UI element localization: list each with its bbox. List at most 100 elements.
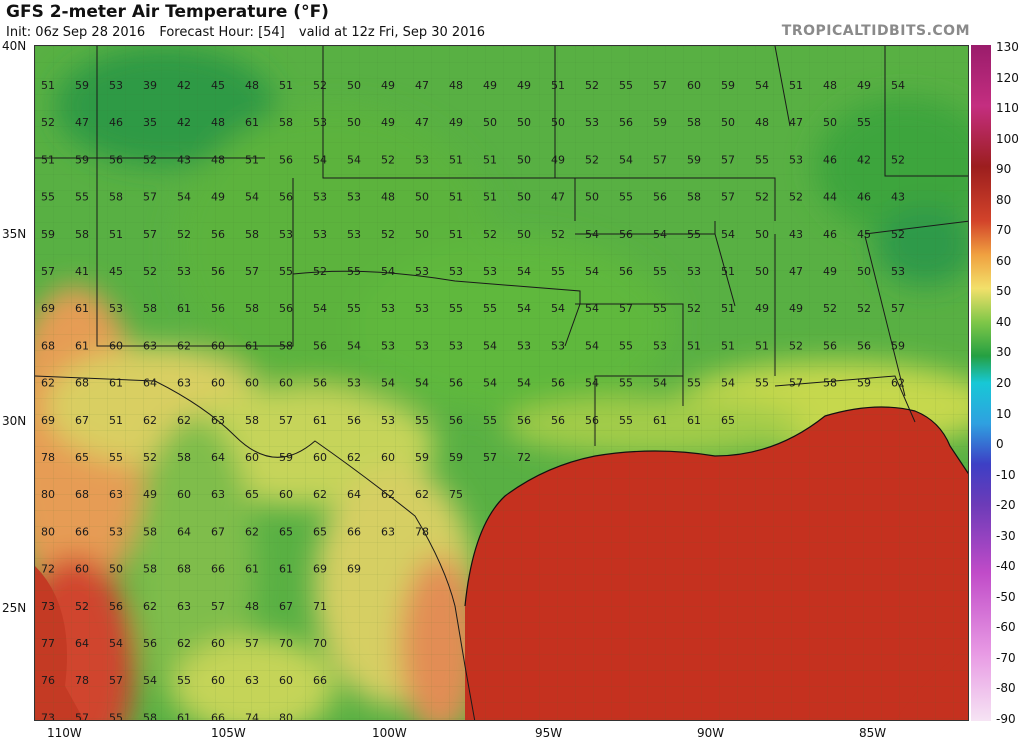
- station-value: 51: [245, 153, 259, 166]
- station-value: 59: [721, 79, 735, 92]
- station-value: 56: [449, 414, 463, 427]
- station-value: 61: [177, 302, 191, 315]
- station-value: 42: [857, 153, 871, 166]
- station-value: 56: [211, 302, 225, 315]
- station-value: 52: [41, 116, 55, 129]
- station-value: 49: [857, 79, 871, 92]
- station-value: 53: [415, 265, 429, 278]
- station-value: 57: [143, 191, 157, 204]
- station-value: 66: [347, 525, 361, 538]
- station-value: 57: [41, 265, 55, 278]
- station-value: 51: [109, 228, 123, 241]
- station-value: 52: [143, 451, 157, 464]
- station-value: 53: [449, 339, 463, 352]
- station-values: 51 59 53 39 42 45 48 51 52 50 49 47 48 49 49 51 52 55 57 60…: [41, 79, 905, 721]
- station-value: 54: [177, 191, 191, 204]
- station-value: 52: [857, 302, 871, 315]
- station-value: 57: [653, 79, 667, 92]
- station-value: 67: [279, 600, 293, 613]
- station-value: 58: [75, 228, 89, 241]
- colorbar-label: -50: [996, 589, 1016, 604]
- station-value: 57: [653, 153, 667, 166]
- station-value: 58: [245, 414, 259, 427]
- station-value: 62: [177, 339, 191, 352]
- station-value: 58: [245, 228, 259, 241]
- station-value: 55: [109, 711, 123, 721]
- station-value: 45: [857, 228, 871, 241]
- station-value: 56: [653, 191, 667, 204]
- station-value: 58: [143, 525, 157, 538]
- station-value: 49: [143, 488, 157, 501]
- station-value: 57: [245, 265, 259, 278]
- station-value: 52: [551, 228, 565, 241]
- station-value: 42: [177, 116, 191, 129]
- station-value: 56: [279, 153, 293, 166]
- station-value: 58: [687, 191, 701, 204]
- station-value: 61: [245, 339, 259, 352]
- station-value: 58: [177, 451, 191, 464]
- station-value: 48: [381, 191, 395, 204]
- station-value: 68: [75, 377, 89, 390]
- lat-label-30n: 30N: [2, 414, 27, 428]
- station-value: 53: [381, 339, 395, 352]
- station-value: 53: [313, 228, 327, 241]
- station-value: 55: [619, 191, 633, 204]
- station-value: 49: [823, 265, 837, 278]
- station-value: 54: [585, 228, 599, 241]
- station-value: 54: [517, 302, 531, 315]
- station-value: 56: [857, 339, 871, 352]
- colorbar-label: 130: [996, 40, 1019, 54]
- station-value: 46: [109, 116, 123, 129]
- station-value: 78: [75, 674, 89, 687]
- station-value: 67: [75, 414, 89, 427]
- station-value: 53: [109, 302, 123, 315]
- station-value: 47: [415, 116, 429, 129]
- station-value: 57: [619, 302, 633, 315]
- station-value: 57: [245, 637, 259, 650]
- station-value: 59: [279, 451, 293, 464]
- station-value: 57: [75, 711, 89, 721]
- station-value: 51: [687, 339, 701, 352]
- station-value: 73: [41, 600, 55, 613]
- station-value: 59: [75, 79, 89, 92]
- station-value: 65: [245, 488, 259, 501]
- station-value: 39: [143, 79, 157, 92]
- station-value: 47: [789, 116, 803, 129]
- station-value: 55: [347, 302, 361, 315]
- station-value: 51: [41, 153, 55, 166]
- station-value: 60: [245, 451, 259, 464]
- station-value: 54: [245, 191, 259, 204]
- station-value: 64: [143, 377, 157, 390]
- station-value: 63: [211, 414, 225, 427]
- station-value: 48: [755, 116, 769, 129]
- station-value: 50: [721, 116, 735, 129]
- station-value: 63: [211, 488, 225, 501]
- station-value: 80: [279, 711, 293, 721]
- station-value: 65: [279, 525, 293, 538]
- colorbar-label: 60: [996, 253, 1012, 268]
- colorbar-label: 110: [996, 101, 1019, 116]
- station-value: 65: [313, 525, 327, 538]
- colorbar-label: 50: [996, 284, 1012, 299]
- station-value: 78: [415, 525, 429, 538]
- station-value: 64: [177, 525, 191, 538]
- station-value: 64: [347, 488, 361, 501]
- station-value: 54: [483, 377, 497, 390]
- colorbar-label: 120: [996, 70, 1019, 85]
- station-value: 50: [517, 153, 531, 166]
- station-value: 60: [279, 488, 293, 501]
- station-value: 51: [789, 79, 803, 92]
- station-value: 47: [415, 79, 429, 92]
- station-value: 48: [211, 116, 225, 129]
- station-value: 51: [483, 153, 497, 166]
- station-value: 53: [789, 153, 803, 166]
- station-value: 62: [891, 377, 905, 390]
- station-value: 60: [211, 637, 225, 650]
- station-value: 58: [143, 563, 157, 576]
- station-value: 56: [313, 377, 327, 390]
- station-value: 55: [483, 302, 497, 315]
- station-value: 77: [41, 637, 55, 650]
- temperature-map: 51 59 53 39 42 45 48 51 52 50 49 47 48 49 49 51 52 55 57 60…: [34, 45, 969, 721]
- station-value: 61: [245, 563, 259, 576]
- station-value: 57: [891, 302, 905, 315]
